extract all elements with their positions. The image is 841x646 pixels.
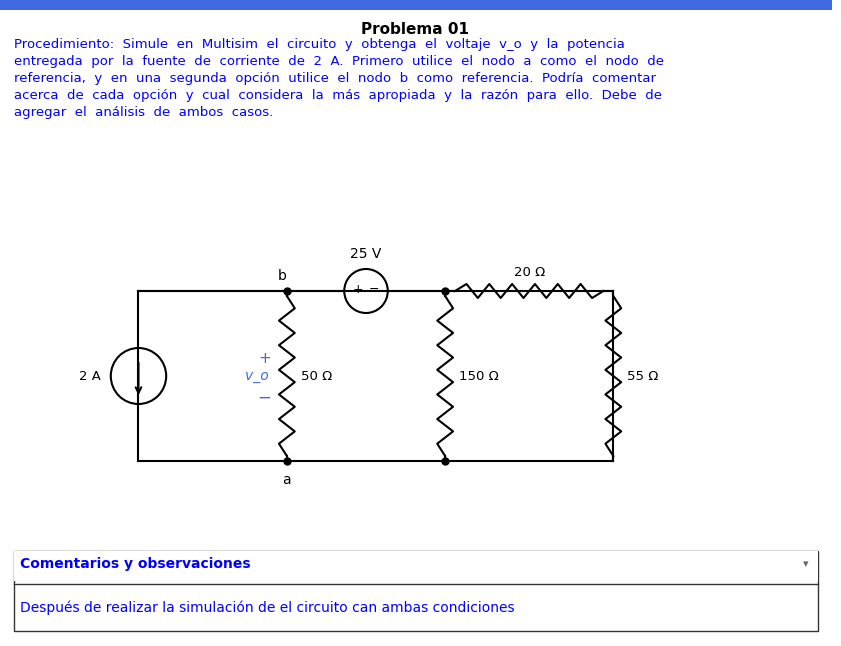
FancyBboxPatch shape <box>0 0 832 10</box>
Text: Procedimiento:  Simule  en  Multisim  el  circuito  y  obtenga  el  voltaje  v_o: Procedimiento: Simule en Multisim el cir… <box>13 38 625 51</box>
Text: Después de realizar la simulación de el circuito can ambas condiciones: Después de realizar la simulación de el … <box>20 601 515 615</box>
FancyBboxPatch shape <box>13 551 818 631</box>
FancyBboxPatch shape <box>13 551 818 581</box>
Text: −: − <box>368 282 379 295</box>
Text: agregar  el  análisis  de  ambos  casos.: agregar el análisis de ambos casos. <box>13 106 273 119</box>
Text: ▾: ▾ <box>802 559 808 569</box>
Text: entregada  por  la  fuente  de  corriente  de  2  A.  Primero  utilice  el  nodo: entregada por la fuente de corriente de … <box>13 55 664 68</box>
Text: 25 V: 25 V <box>351 247 382 261</box>
Text: 55 Ω: 55 Ω <box>627 370 659 382</box>
Text: +: + <box>258 351 271 366</box>
Text: acerca  de  cada  opción  y  cual  considera  la  más  apropiada  y  la  razón  : acerca de cada opción y cual considera l… <box>13 89 662 102</box>
Text: b: b <box>278 269 287 283</box>
Text: −: − <box>257 389 271 407</box>
Text: Comentarios y observaciones: Comentarios y observaciones <box>20 557 251 571</box>
Text: a: a <box>283 473 291 487</box>
Text: 50 Ω: 50 Ω <box>301 370 332 382</box>
Text: 150 Ω: 150 Ω <box>459 370 499 382</box>
Text: v_o: v_o <box>246 369 269 383</box>
Text: +: + <box>352 282 363 295</box>
Text: 2 A: 2 A <box>79 370 101 382</box>
Text: referencia,  y  en  una  segunda  opción  utilice  el  nodo  b  como  referencia: referencia, y en una segunda opción util… <box>13 72 656 85</box>
Text: 20 Ω: 20 Ω <box>514 266 545 279</box>
Text: Problema 01: Problema 01 <box>362 22 469 37</box>
